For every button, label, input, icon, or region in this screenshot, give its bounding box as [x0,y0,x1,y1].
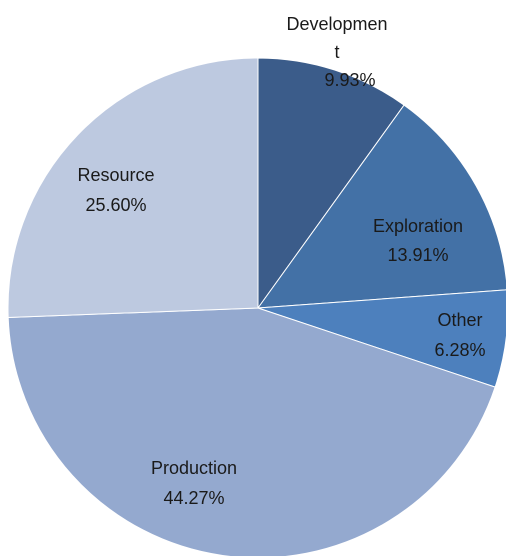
slice-label-resource: Resource 25.60% [77,165,154,215]
pie-slices [7,57,506,556]
slice-name: Production [151,458,237,478]
slice-value: 13.91% [387,245,448,265]
slice-value: 25.60% [85,195,146,215]
slice-label-developmen: Developmen t 9.93% [286,14,387,90]
pie-slice-exploration [256,104,506,309]
slice-name: Developmen [286,14,387,34]
pie-slice-developmen [257,57,405,310]
slice-name: Other [437,310,482,330]
slice-name-wrap: t [334,42,339,62]
slice-value: 6.28% [434,340,485,360]
slice-name: Resource [77,165,154,185]
pie-slice-resource [7,57,259,318]
pie-labels: Developmen t 9.93% Exploration 13.91% Other 6.… [77,14,485,508]
slice-name: Exploration [373,216,463,236]
pie-slice-production [7,307,496,556]
slice-value: 9.93% [324,70,375,90]
slice-label-exploration: Exploration 13.91% [373,216,463,265]
slice-value: 44.27% [163,488,224,508]
slice-label-other: Other 6.28% [434,310,485,360]
slice-label-production: Production 44.27% [151,458,237,508]
